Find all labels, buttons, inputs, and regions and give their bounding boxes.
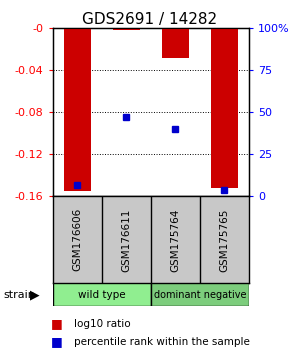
Text: GSM176606: GSM176606 xyxy=(72,208,82,272)
Bar xyxy=(211,28,238,188)
Text: dominant negative: dominant negative xyxy=(154,290,246,300)
Text: GSM175764: GSM175764 xyxy=(170,208,180,272)
Text: ■: ■ xyxy=(51,335,63,348)
Bar xyxy=(64,28,91,191)
Bar xyxy=(113,28,140,30)
Text: GSM175765: GSM175765 xyxy=(219,208,230,272)
Text: ▶: ▶ xyxy=(30,288,39,301)
Bar xyxy=(52,283,151,306)
Bar xyxy=(162,28,189,58)
Text: GSM176611: GSM176611 xyxy=(121,208,131,272)
Text: strain: strain xyxy=(3,290,35,300)
Text: log10 ratio: log10 ratio xyxy=(74,319,130,329)
Text: percentile rank within the sample: percentile rank within the sample xyxy=(74,337,249,347)
Text: wild type: wild type xyxy=(78,290,125,300)
Bar xyxy=(151,283,249,306)
Text: ■: ■ xyxy=(51,318,63,330)
Text: GDS2691 / 14282: GDS2691 / 14282 xyxy=(82,12,218,27)
